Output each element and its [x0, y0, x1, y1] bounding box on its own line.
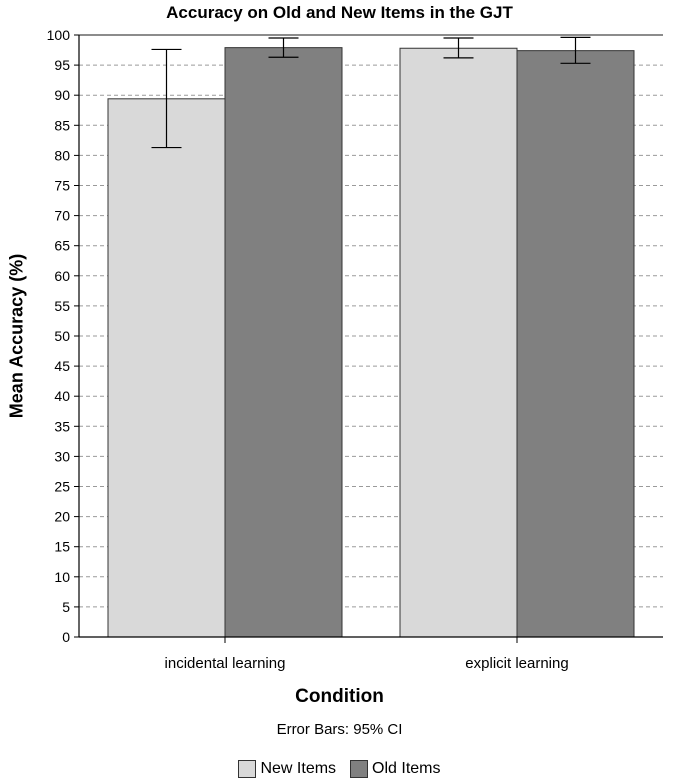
y-tick-label: 90 [54, 87, 70, 103]
y-tick-label: 60 [54, 268, 70, 284]
legend-label-old-items: Old Items [372, 760, 441, 777]
y-tick-label: 55 [54, 298, 70, 314]
y-tick-label: 95 [54, 57, 70, 73]
y-tick-label: 50 [54, 328, 70, 344]
y-tick-label: 20 [54, 509, 70, 525]
y-tick-label: 35 [54, 418, 70, 434]
bar [107, 98, 226, 638]
y-tick-label: 5 [62, 599, 70, 615]
legend: New Items Old Items [0, 760, 679, 778]
y-tick-label: 0 [62, 629, 70, 645]
y-tick-label: 10 [54, 569, 70, 585]
chart-title: Accuracy on Old and New Items in the GJT [166, 3, 513, 22]
error-bar-note: Error Bars: 95% CI [276, 721, 403, 738]
y-tick-label: 85 [54, 117, 70, 133]
legend-item-new-items: New Items [238, 760, 336, 778]
legend-swatch-new-items [238, 760, 257, 778]
y-tick-label: 80 [54, 147, 70, 163]
x-tick-label: incidental learning [165, 655, 286, 672]
y-tick-label: 45 [54, 358, 70, 374]
bar [516, 50, 635, 638]
x-tick-label: explicit learning [465, 655, 568, 672]
y-tick-label: 70 [54, 208, 70, 224]
y-tick-label: 40 [54, 388, 70, 404]
bar [399, 47, 518, 638]
y-tick-label: 65 [54, 238, 70, 254]
bar-chart: 0 5 10 15 20 25 30 35 40 45 50 55 60 65 70 75 80 85 90 95 10… [47, 27, 663, 672]
x-axis-label: Condition [295, 686, 384, 707]
y-tick-label: 100 [47, 27, 71, 43]
y-tick-label: 25 [54, 479, 70, 495]
y-tick-label: 30 [54, 448, 70, 464]
legend-item-old-items: Old Items [350, 760, 441, 778]
y-tick-label: 75 [54, 178, 70, 194]
legend-label-new-items: New Items [260, 760, 337, 777]
legend-swatch-old-items [350, 760, 369, 778]
y-tick-label: 15 [54, 539, 70, 555]
bar [224, 47, 343, 638]
